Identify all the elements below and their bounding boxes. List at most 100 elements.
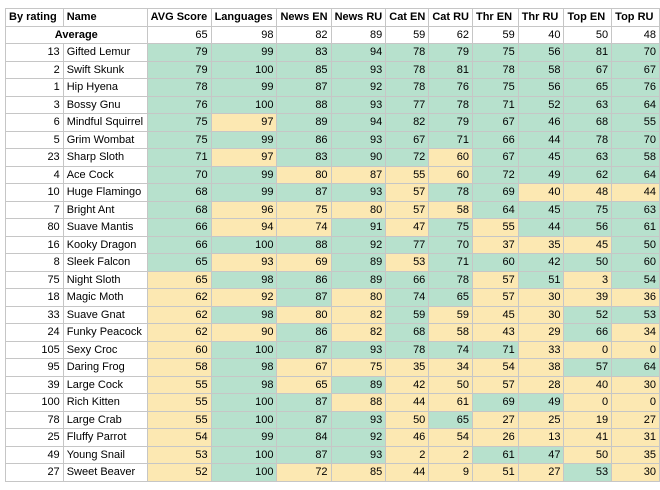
average-cell[interactable]: 62: [428, 25, 473, 44]
score-cell[interactable]: 66: [471, 130, 519, 149]
score-cell[interactable]: 71: [428, 130, 473, 149]
score-cell[interactable]: 13: [517, 428, 565, 447]
score-cell[interactable]: 70: [611, 130, 660, 149]
score-cell[interactable]: 93: [330, 445, 387, 464]
score-cell[interactable]: 45: [471, 305, 519, 324]
score-cell[interactable]: 36: [611, 288, 660, 307]
name-cell[interactable]: Sexy Croc: [62, 340, 148, 359]
rank-cell[interactable]: 10: [5, 183, 64, 202]
score-cell[interactable]: 40: [563, 375, 613, 394]
score-cell[interactable]: 76: [611, 78, 660, 97]
score-cell[interactable]: 57: [385, 200, 430, 219]
name-cell[interactable]: Gifted Lemur: [62, 43, 148, 62]
score-cell[interactable]: 62: [146, 323, 212, 342]
score-cell[interactable]: 31: [611, 428, 660, 447]
score-cell[interactable]: 29: [517, 323, 565, 342]
score-cell[interactable]: 82: [330, 323, 387, 342]
score-cell[interactable]: 66: [385, 270, 430, 289]
score-cell[interactable]: 52: [517, 95, 565, 114]
score-cell[interactable]: 34: [611, 323, 660, 342]
score-cell[interactable]: 68: [385, 323, 430, 342]
score-cell[interactable]: 41: [563, 428, 613, 447]
score-cell[interactable]: 46: [385, 428, 430, 447]
score-cell[interactable]: 63: [563, 95, 613, 114]
score-cell[interactable]: 99: [210, 43, 278, 62]
score-cell[interactable]: 87: [276, 183, 332, 202]
score-cell[interactable]: 35: [611, 445, 660, 464]
column-header[interactable]: Languages: [210, 8, 278, 27]
name-cell[interactable]: Mindful Squirrel: [62, 113, 148, 132]
rank-cell[interactable]: 33: [5, 305, 64, 324]
score-cell[interactable]: 53: [146, 445, 212, 464]
score-cell[interactable]: 71: [428, 253, 473, 272]
rank-cell[interactable]: 80: [5, 218, 64, 237]
name-cell[interactable]: Sleek Falcon: [62, 253, 148, 272]
score-cell[interactable]: 82: [330, 305, 387, 324]
score-cell[interactable]: 93: [210, 253, 278, 272]
score-cell[interactable]: 42: [517, 253, 565, 272]
score-cell[interactable]: 90: [330, 148, 387, 167]
score-cell[interactable]: 76: [146, 95, 212, 114]
score-cell[interactable]: 87: [276, 288, 332, 307]
score-cell[interactable]: 98: [210, 358, 278, 377]
score-cell[interactable]: 89: [330, 253, 387, 272]
rank-cell[interactable]: 78: [5, 410, 64, 429]
score-cell[interactable]: 35: [517, 235, 565, 254]
score-cell[interactable]: 98: [210, 305, 278, 324]
score-cell[interactable]: 88: [276, 95, 332, 114]
name-cell[interactable]: Night Sloth: [62, 270, 148, 289]
score-cell[interactable]: 60: [428, 165, 473, 184]
score-cell[interactable]: 37: [471, 235, 519, 254]
score-cell[interactable]: 74: [385, 288, 430, 307]
score-cell[interactable]: 68: [146, 200, 212, 219]
score-cell[interactable]: 49: [517, 393, 565, 412]
score-cell[interactable]: 87: [276, 445, 332, 464]
score-cell[interactable]: 78: [428, 95, 473, 114]
score-cell[interactable]: 45: [517, 148, 565, 167]
score-cell[interactable]: 46: [517, 113, 565, 132]
rank-cell[interactable]: 7: [5, 200, 64, 219]
score-cell[interactable]: 57: [471, 270, 519, 289]
score-cell[interactable]: 9: [428, 463, 473, 482]
score-cell[interactable]: 44: [517, 218, 565, 237]
score-cell[interactable]: 78: [471, 60, 519, 79]
score-cell[interactable]: 19: [563, 410, 613, 429]
score-cell[interactable]: 27: [471, 410, 519, 429]
score-cell[interactable]: 56: [517, 78, 565, 97]
score-cell[interactable]: 57: [471, 375, 519, 394]
rank-cell[interactable]: 25: [5, 428, 64, 447]
score-cell[interactable]: 71: [471, 340, 519, 359]
score-cell[interactable]: 78: [385, 43, 430, 62]
score-cell[interactable]: 82: [385, 113, 430, 132]
name-cell[interactable]: Daring Frog: [62, 358, 148, 377]
score-cell[interactable]: 53: [385, 253, 430, 272]
column-header[interactable]: Cat RU: [428, 8, 473, 27]
score-cell[interactable]: 30: [517, 288, 565, 307]
score-cell[interactable]: 27: [611, 410, 660, 429]
score-cell[interactable]: 45: [563, 235, 613, 254]
name-cell[interactable]: Grim Wombat: [62, 130, 148, 149]
rank-cell[interactable]: 16: [5, 235, 64, 254]
score-cell[interactable]: 25: [517, 410, 565, 429]
score-cell[interactable]: 64: [611, 95, 660, 114]
score-cell[interactable]: 61: [611, 218, 660, 237]
score-cell[interactable]: 72: [385, 148, 430, 167]
average-cell[interactable]: 40: [517, 25, 565, 44]
score-cell[interactable]: 90: [210, 323, 278, 342]
score-cell[interactable]: 92: [330, 428, 387, 447]
score-cell[interactable]: 59: [428, 305, 473, 324]
score-cell[interactable]: 30: [611, 375, 660, 394]
score-cell[interactable]: 49: [517, 165, 565, 184]
score-cell[interactable]: 98: [210, 375, 278, 394]
score-cell[interactable]: 60: [428, 148, 473, 167]
score-cell[interactable]: 45: [517, 200, 565, 219]
score-cell[interactable]: 81: [563, 43, 613, 62]
score-cell[interactable]: 67: [611, 60, 660, 79]
score-cell[interactable]: 93: [330, 95, 387, 114]
score-cell[interactable]: 64: [471, 200, 519, 219]
average-cell[interactable]: 89: [330, 25, 387, 44]
score-cell[interactable]: 86: [276, 323, 332, 342]
rank-cell[interactable]: 4: [5, 165, 64, 184]
score-cell[interactable]: 87: [330, 165, 387, 184]
average-cell[interactable]: 50: [563, 25, 613, 44]
